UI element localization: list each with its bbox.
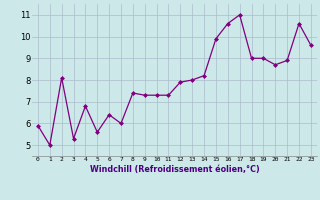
X-axis label: Windchill (Refroidissement éolien,°C): Windchill (Refroidissement éolien,°C) [90,165,259,174]
